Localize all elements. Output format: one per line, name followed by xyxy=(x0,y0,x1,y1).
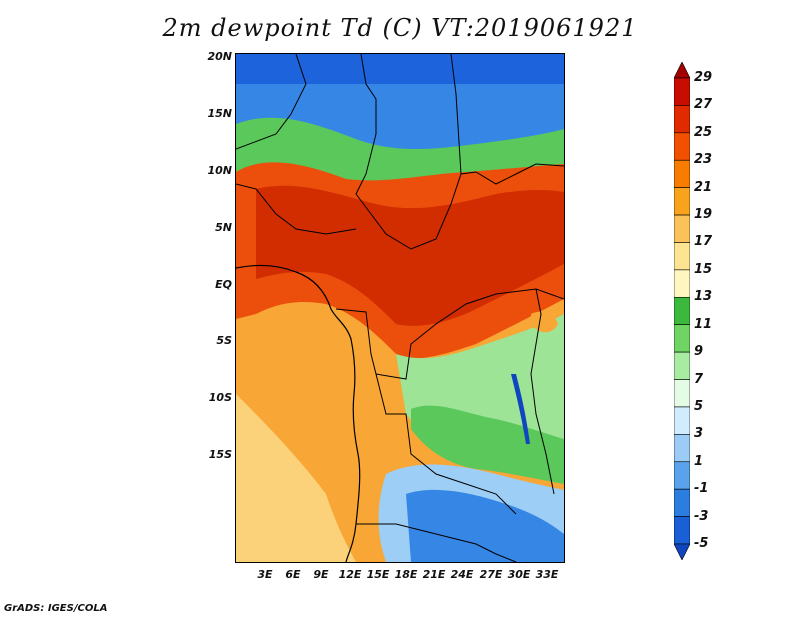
colorbar-segment xyxy=(674,105,690,134)
colorbar-top-arrow xyxy=(674,62,690,79)
colorbar-segment xyxy=(674,461,690,490)
lon-label: 9E xyxy=(313,568,329,581)
colorbar-label: 27 xyxy=(694,97,713,113)
credit-text: GrADS: IGES/COLA xyxy=(4,603,108,614)
lon-label: 27E xyxy=(479,568,503,581)
colorbar-segment xyxy=(674,296,690,326)
lon-label: 21E xyxy=(422,568,446,581)
lon-label: 15E xyxy=(366,568,390,581)
colorbar-segment xyxy=(674,379,690,408)
lon-label: 18E xyxy=(394,568,418,581)
country-border xyxy=(335,288,564,380)
map-panel xyxy=(235,53,565,563)
colorbar-bottom-arrow xyxy=(674,543,690,560)
lat-label: 5N xyxy=(215,221,232,234)
colorbar-label: -5 xyxy=(694,536,709,551)
colorbar-label: 19 xyxy=(694,207,713,223)
colorbar-label: 21 xyxy=(694,179,713,195)
atlantic-coastline xyxy=(236,264,361,562)
lon-label: 3E xyxy=(257,568,273,581)
colorbar-segment xyxy=(674,351,690,380)
lake-victoria-region xyxy=(531,311,558,333)
country-border xyxy=(530,288,555,495)
colorbar-label: 15 xyxy=(694,261,713,277)
colorbar-label: 5 xyxy=(694,398,704,414)
colorbar-segment xyxy=(674,434,690,463)
country-border xyxy=(355,54,564,250)
lat-label: EQ xyxy=(215,278,232,291)
lon-label: 12E xyxy=(338,568,362,581)
country-border xyxy=(236,54,307,150)
central-green xyxy=(411,405,564,484)
deep-red-region xyxy=(256,185,564,326)
colorbar-segment xyxy=(674,269,690,298)
colorbar-label: 29 xyxy=(694,70,713,85)
colorbar-segment xyxy=(674,214,690,243)
dewpoint-field xyxy=(236,54,564,562)
south-blue xyxy=(406,489,564,562)
lat-label: 15N xyxy=(207,107,232,120)
colorbar-segment xyxy=(674,242,690,271)
lon-label: 24E xyxy=(450,568,474,581)
north-dry-band xyxy=(236,54,564,84)
colorbar xyxy=(674,62,690,560)
southwest-yellow xyxy=(236,394,356,562)
colorbar-label: 23 xyxy=(694,152,713,168)
colorbar-label: -1 xyxy=(694,481,709,497)
lat-label: 20N xyxy=(207,50,232,63)
colorbar-segment xyxy=(674,406,690,435)
lake-tanganyika xyxy=(511,374,530,444)
lon-label: 30E xyxy=(507,568,531,581)
colorbar-label: 1 xyxy=(694,453,704,469)
colorbar-label: 11 xyxy=(694,316,713,332)
colorbar-label: 3 xyxy=(694,426,704,442)
lat-label: 15S xyxy=(208,448,232,461)
lat-label: 10S xyxy=(208,391,232,404)
colorbar-segment xyxy=(674,159,690,188)
lon-label: 6E xyxy=(285,568,301,581)
colorbar-label: 7 xyxy=(694,371,704,387)
country-border xyxy=(356,523,517,562)
lon-label: 33E xyxy=(535,568,559,581)
lat-label: 10N xyxy=(207,164,232,177)
colorbar-segment xyxy=(674,324,690,353)
country-border xyxy=(450,54,462,175)
country-border xyxy=(375,373,517,515)
colorbar-label: -3 xyxy=(694,508,709,524)
colorbar-segment xyxy=(674,187,690,216)
colorbar-segment xyxy=(674,516,690,545)
colorbar-label: 9 xyxy=(694,344,704,360)
colorbar-label: 25 xyxy=(694,124,713,140)
colorbar-segment xyxy=(674,132,690,161)
chart-title: 2m dewpoint Td (C) VT:2019061921 xyxy=(162,14,638,42)
colorbar-label: 17 xyxy=(694,234,713,250)
colorbar-label: 13 xyxy=(694,289,713,305)
colorbar-segment xyxy=(674,488,690,517)
colorbar-segment xyxy=(674,77,690,106)
country-border xyxy=(236,183,357,235)
lat-label: 5S xyxy=(216,334,232,347)
